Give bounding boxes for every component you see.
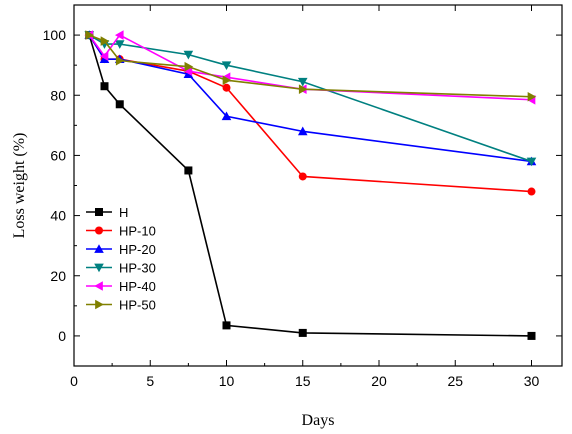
marker-triangle-down [221, 61, 232, 70]
marker-triangle-right [184, 61, 194, 72]
y-axis-title: Loss weight (%) [11, 133, 28, 239]
series-hp-40 [84, 30, 536, 105]
marker-triangle-left [94, 281, 103, 291]
legend-label: HP-20 [119, 242, 156, 257]
marker-triangle-up [221, 111, 232, 121]
legend-label: H [119, 205, 128, 220]
series-hp-20 [84, 30, 537, 166]
marker-square [100, 82, 109, 91]
marker-triangle-right [222, 75, 232, 86]
y-tick-label: 60 [50, 147, 66, 163]
x-tick-label: 20 [371, 373, 387, 389]
marker-triangle-down [114, 40, 125, 49]
marker-square [527, 331, 536, 340]
marker-circle [95, 226, 103, 235]
legend-item: HP-10 [86, 224, 156, 239]
marker-triangle-down [183, 50, 194, 60]
y-tick-label: 40 [50, 208, 66, 224]
legend-item: HP-30 [86, 261, 156, 276]
series-hp-50 [85, 30, 537, 102]
marker-square [115, 100, 124, 109]
legend-item: HP-40 [86, 279, 156, 294]
marker-circle [527, 187, 536, 196]
marker-square [95, 208, 103, 216]
legend-label: HP-30 [119, 261, 156, 276]
x-tick-label: 30 [524, 373, 540, 389]
legend-label: HP-50 [119, 298, 156, 313]
x-tick-label: 15 [295, 373, 311, 389]
legend-item: HP-50 [86, 298, 156, 313]
y-tick-label: 0 [58, 328, 66, 344]
plot-area: 0 5 10 15 20 25 30 0 20 40 60 80 100 [43, 4, 563, 389]
marker-triangle-left [183, 66, 193, 76]
marker-circle [222, 83, 231, 92]
marker-circle [298, 172, 307, 181]
marker-triangle-down [297, 77, 308, 87]
marker-triangle-right [100, 36, 110, 46]
marker-triangle-up [297, 126, 308, 136]
marker-triangle-right [298, 84, 308, 95]
legend-item: H [86, 205, 128, 220]
y-tick-label: 100 [43, 27, 67, 43]
marker-triangle-right [95, 299, 104, 310]
x-tick-label: 0 [70, 373, 78, 389]
legend-item: HP-20 [86, 242, 156, 257]
x-axis-title: Days [302, 412, 335, 429]
marker-triangle-up [94, 244, 104, 253]
x-tick-label: 25 [447, 373, 463, 389]
marker-square [184, 166, 193, 175]
legend-label: HP-10 [119, 224, 156, 239]
y-tick-label: 80 [50, 87, 66, 103]
marker-triangle-right [85, 30, 95, 40]
marker-square [298, 328, 307, 337]
marker-triangle-right [527, 91, 537, 102]
marker-triangle-right [115, 55, 125, 66]
x-tick-label: 10 [219, 373, 235, 389]
marker-triangle-down [526, 157, 537, 167]
legend: H HP-10 HP-20 HP-30 HP-40 HP-50 [86, 205, 156, 313]
marker-square [222, 321, 231, 330]
series-layer [84, 30, 537, 340]
x-tick-label: 5 [146, 373, 154, 389]
series-line [88, 34, 532, 193]
marker-triangle-down [94, 263, 104, 273]
legend-label: HP-40 [119, 279, 156, 294]
marker-triangle-left [114, 30, 124, 40]
y-tick-label: 20 [50, 268, 66, 284]
marker-triangle-left [99, 51, 109, 61]
series-hp-10 [85, 31, 536, 196]
